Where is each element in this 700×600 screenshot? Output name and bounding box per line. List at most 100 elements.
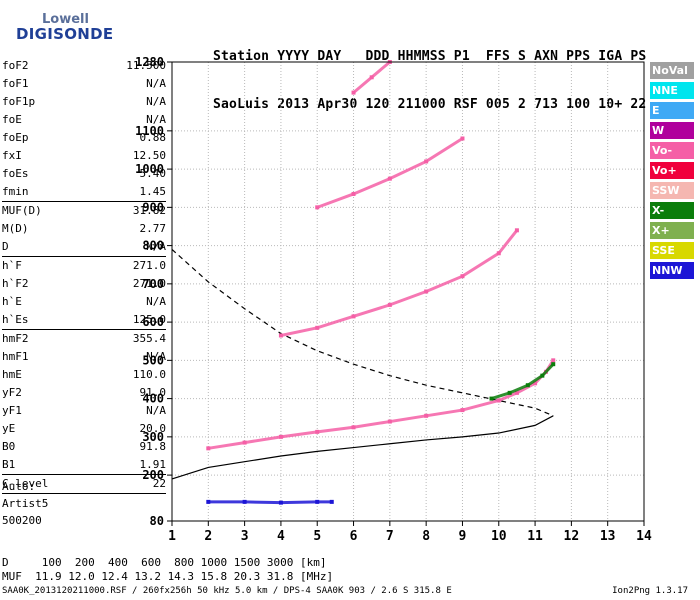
legend-item-w: W — [650, 122, 694, 139]
legend-item-nnw: NNW — [650, 262, 694, 279]
param-name: hmF1 — [2, 350, 29, 363]
param-row: hmF1 N/A — [2, 348, 166, 366]
chart-grid — [171, 61, 645, 522]
trace-point — [387, 419, 392, 424]
y-tick-label: 400 — [142, 392, 164, 406]
param-name: foEp — [2, 131, 29, 144]
param-name: M(D) — [2, 222, 29, 235]
trace-point — [551, 362, 556, 367]
param-value: N/A — [146, 350, 166, 363]
trace-point — [206, 446, 211, 451]
legend-item-e: E — [650, 102, 694, 119]
electron-density-profile-line — [171, 248, 554, 417]
param-value: 91.0 — [139, 386, 167, 399]
trace-point — [315, 325, 320, 330]
trace-point — [351, 314, 356, 319]
chart-axes: 1 2 3 4 5 6 7 8 9 10 11 12 13 14802003004005006007008… — [135, 55, 652, 544]
trace-point — [460, 274, 465, 279]
trace-point — [460, 136, 465, 141]
param-row: yE 20.0 — [2, 420, 166, 438]
param-name: hmE — [2, 368, 22, 381]
trace-point — [242, 440, 247, 445]
trace-point — [489, 396, 494, 401]
trace-point — [551, 358, 556, 363]
param-row: M(D) 2.77 — [2, 220, 166, 238]
trace-line — [206, 500, 334, 505]
logo-line1: Lowell — [42, 12, 89, 27]
trace-line — [490, 362, 555, 401]
param-row: foEs 5.40 — [2, 165, 166, 183]
y-tick-label: 1100 — [135, 124, 164, 138]
param-value: 271.0 — [132, 259, 166, 272]
y-tick-label: 500 — [142, 353, 164, 367]
param-name: B1 — [2, 458, 16, 471]
param-name: yF2 — [2, 386, 22, 399]
param-value: N/A — [146, 295, 166, 308]
param-name: yE — [2, 422, 16, 435]
y-tick-label: 1000 — [135, 162, 164, 176]
auto-program: Artist5 — [2, 497, 49, 510]
param-separator — [2, 493, 166, 494]
param-separator — [2, 474, 166, 475]
param-separator — [2, 329, 166, 330]
param-name: h`Es — [2, 313, 29, 326]
header-row1: Station YYYY DAY DDD HHMMSS P1 FFS S AXN… — [213, 49, 647, 64]
param-name: hmF2 — [2, 332, 29, 345]
param-value: 20.0 — [139, 422, 167, 435]
param-row: fxI 12.50 — [2, 147, 166, 165]
auto-code: 500200 — [2, 514, 42, 527]
y-tick-label: 80 — [150, 514, 164, 528]
param-value: N/A — [146, 404, 166, 417]
param-row: h`Es 125.0 — [2, 311, 166, 329]
muf-distance-row: D 100 200 400 600 800 1000 1500 3000 [km… — [2, 556, 327, 569]
legend-item-noval: NoVal — [650, 62, 694, 79]
trace-point — [424, 159, 429, 164]
param-row: foEp 0.88 — [2, 129, 166, 147]
trace-point — [315, 499, 320, 504]
x-tick-label: 1 — [168, 529, 176, 544]
legend-item-x: X- — [650, 202, 694, 219]
param-row: h`F2 271.0 — [2, 275, 166, 293]
station-header: Station YYYY DAY DDD HHMMSS P1 FFS S AXN… — [213, 17, 646, 129]
param-value: 22 — [152, 477, 166, 490]
x-tick-label: 11 — [527, 529, 543, 544]
param-row: foF2 11.500 — [2, 57, 166, 75]
param-name: foF1 — [2, 77, 29, 90]
param-value: N/A — [146, 240, 166, 253]
x-tick-label: 2 — [204, 529, 212, 544]
x-tick-label: 4 — [277, 529, 285, 544]
x-tick-label: 13 — [600, 529, 616, 544]
x-tick-label: 12 — [564, 529, 580, 544]
param-row: fmin 1.45 — [2, 183, 166, 201]
param-value: 2.77 — [139, 222, 167, 235]
legend-item-ssw: SSW — [650, 182, 694, 199]
param-row: D N/A — [2, 238, 166, 256]
param-row: MUF(D) 31.82 — [2, 202, 166, 220]
trace-point — [242, 499, 247, 504]
y-tick-label: 1280 — [135, 55, 164, 69]
param-name: h`F2 — [2, 277, 29, 290]
trace-line — [206, 358, 555, 450]
trace-point — [540, 373, 545, 378]
param-row: h`F 271.0 — [2, 257, 166, 275]
param-row: yF1 N/A — [2, 402, 166, 420]
param-value: 125.0 — [132, 313, 166, 326]
file-info-footer: SAA0K_2013120211000.RSF / 260fx256h 50 k… — [2, 586, 452, 596]
trace-point — [329, 499, 334, 504]
trace-point — [351, 191, 356, 196]
param-name: foEs — [2, 167, 29, 180]
trace-point — [369, 75, 374, 80]
param-value: 12.50 — [132, 149, 166, 162]
param-row: foF1p N/A — [2, 93, 166, 111]
version-footer: Ion2Png 1.3.17 — [612, 586, 688, 596]
param-name: h`F — [2, 259, 22, 272]
true-height-profile-line — [171, 415, 554, 480]
polarization-legend: NoVal NNE E W Vo- Vo+ SSW X- X+ SSE NNW — [650, 62, 694, 282]
y-tick-label: 800 — [142, 239, 164, 253]
param-value: 0.88 — [139, 131, 167, 144]
param-row: h`E N/A — [2, 293, 166, 311]
param-name: fmin — [2, 185, 29, 198]
plot-frame — [171, 61, 645, 522]
param-value: N/A — [146, 77, 166, 90]
